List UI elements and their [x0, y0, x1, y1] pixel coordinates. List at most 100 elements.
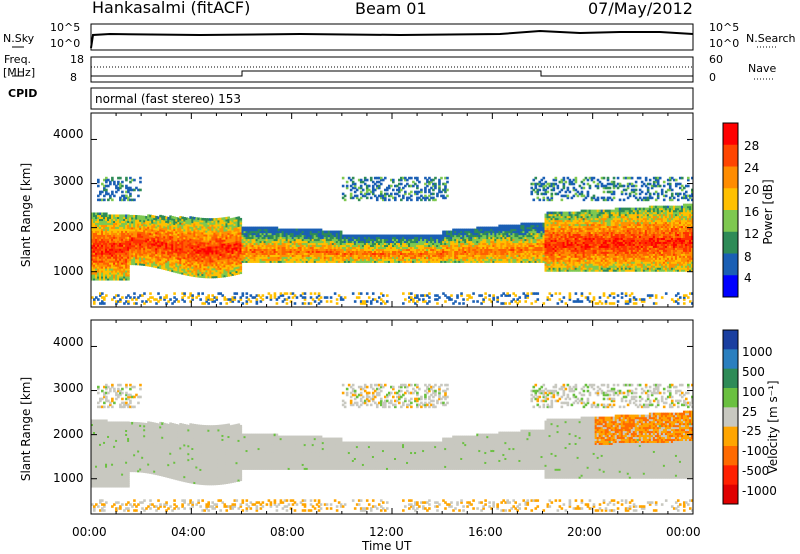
- power-cell: [502, 232, 505, 236]
- power-cell: [339, 232, 343, 236]
- power-cell: [157, 226, 160, 229]
- power-cell: [295, 248, 299, 252]
- power-cell: [285, 258, 289, 261]
- power-cell: [440, 256, 443, 259]
- power-cell: [430, 248, 433, 252]
- power-cell: [237, 232, 241, 235]
- power-cell: [179, 220, 182, 223]
- power-cell: [127, 240, 130, 243]
- power-cell: [534, 252, 538, 255]
- power-cell: [512, 226, 516, 230]
- power-cell: [265, 256, 269, 259]
- power-cell: [321, 240, 325, 244]
- power-cell: [125, 254, 128, 257]
- power-cell: [484, 256, 487, 259]
- power-cell: [239, 267, 243, 271]
- power-cell: [265, 258, 269, 261]
- power-cell: [518, 256, 522, 259]
- power-cell: [107, 252, 110, 255]
- power-cell: [285, 238, 289, 242]
- power-cell: [472, 258, 475, 261]
- power-cell: [153, 221, 156, 225]
- power-cell: [379, 246, 383, 250]
- power-cell: [147, 256, 150, 259]
- power-cell: [315, 260, 319, 263]
- power-cell: [554, 227, 558, 231]
- power-cell: [243, 254, 247, 257]
- power-cell: [119, 226, 122, 229]
- power-cell: [486, 234, 489, 238]
- power-cell: [173, 264, 176, 267]
- power-cell: [275, 226, 279, 230]
- power-cell: [550, 255, 554, 258]
- power-cell: [392, 254, 395, 257]
- power-cell: [189, 222, 192, 225]
- power-cell: [544, 229, 548, 233]
- power-cell: [229, 273, 233, 277]
- power-cell: [215, 253, 219, 257]
- power-cell: [221, 247, 225, 250]
- power-cell: [107, 234, 110, 237]
- power-cell: [103, 266, 106, 269]
- power-cell: [161, 251, 164, 254]
- power-cell: [215, 255, 219, 259]
- power-cell: [91, 244, 94, 247]
- power-cell: [169, 237, 172, 240]
- power-cell: [560, 265, 564, 268]
- power-cell: [315, 234, 319, 238]
- power-cell: [175, 268, 178, 272]
- power-cell: [203, 233, 206, 237]
- power-cell: [548, 237, 552, 240]
- power-cell: [93, 277, 96, 281]
- power-cell: [221, 251, 225, 254]
- power-cell: [225, 218, 229, 222]
- power-cell: [237, 252, 241, 255]
- power-cell: [141, 239, 144, 242]
- power-cell: [275, 238, 279, 242]
- power-cell: [347, 254, 351, 257]
- power-cell: [460, 234, 463, 238]
- power-cell: [167, 258, 170, 262]
- power-cell: [554, 261, 558, 264]
- power-cell: [305, 244, 309, 248]
- power-cell: [460, 238, 463, 242]
- power-cell: [325, 252, 329, 255]
- power-cell: [287, 246, 291, 250]
- power-cell: [490, 246, 493, 250]
- power-cell: [117, 252, 120, 255]
- power-cell: [394, 246, 397, 250]
- power-cell: [99, 240, 102, 243]
- power-cell: [137, 250, 140, 254]
- power-cell: [506, 234, 509, 238]
- power-cell: [151, 221, 154, 224]
- power-cell: [97, 240, 100, 243]
- power-cell: [347, 242, 351, 246]
- power-cell: [99, 224, 102, 227]
- power-cell: [518, 250, 522, 253]
- power-cell: [396, 246, 399, 250]
- power-cell: [363, 252, 367, 255]
- power-cell: [385, 250, 389, 253]
- power-cell: [548, 235, 552, 238]
- power-cell: [476, 256, 479, 259]
- power-cell: [183, 266, 186, 270]
- power-cell: [414, 250, 417, 253]
- power-cell: [193, 242, 196, 246]
- power-cell: [271, 234, 275, 238]
- power-cell: [103, 258, 106, 261]
- power-cell: [323, 238, 327, 242]
- power-cell: [333, 256, 337, 259]
- power-cell: [462, 228, 465, 232]
- power-cell: [468, 242, 471, 246]
- power-cell: [522, 234, 526, 238]
- power-cell: [261, 258, 265, 261]
- power-cell: [303, 258, 307, 261]
- power-cell: [131, 216, 134, 220]
- power-cell: [498, 248, 501, 252]
- power-cell: [153, 249, 156, 252]
- power-cell: [157, 244, 160, 247]
- power-cell: [335, 250, 339, 253]
- power-cell: [303, 232, 307, 236]
- power-cell: [438, 250, 441, 253]
- power-cell: [181, 226, 184, 230]
